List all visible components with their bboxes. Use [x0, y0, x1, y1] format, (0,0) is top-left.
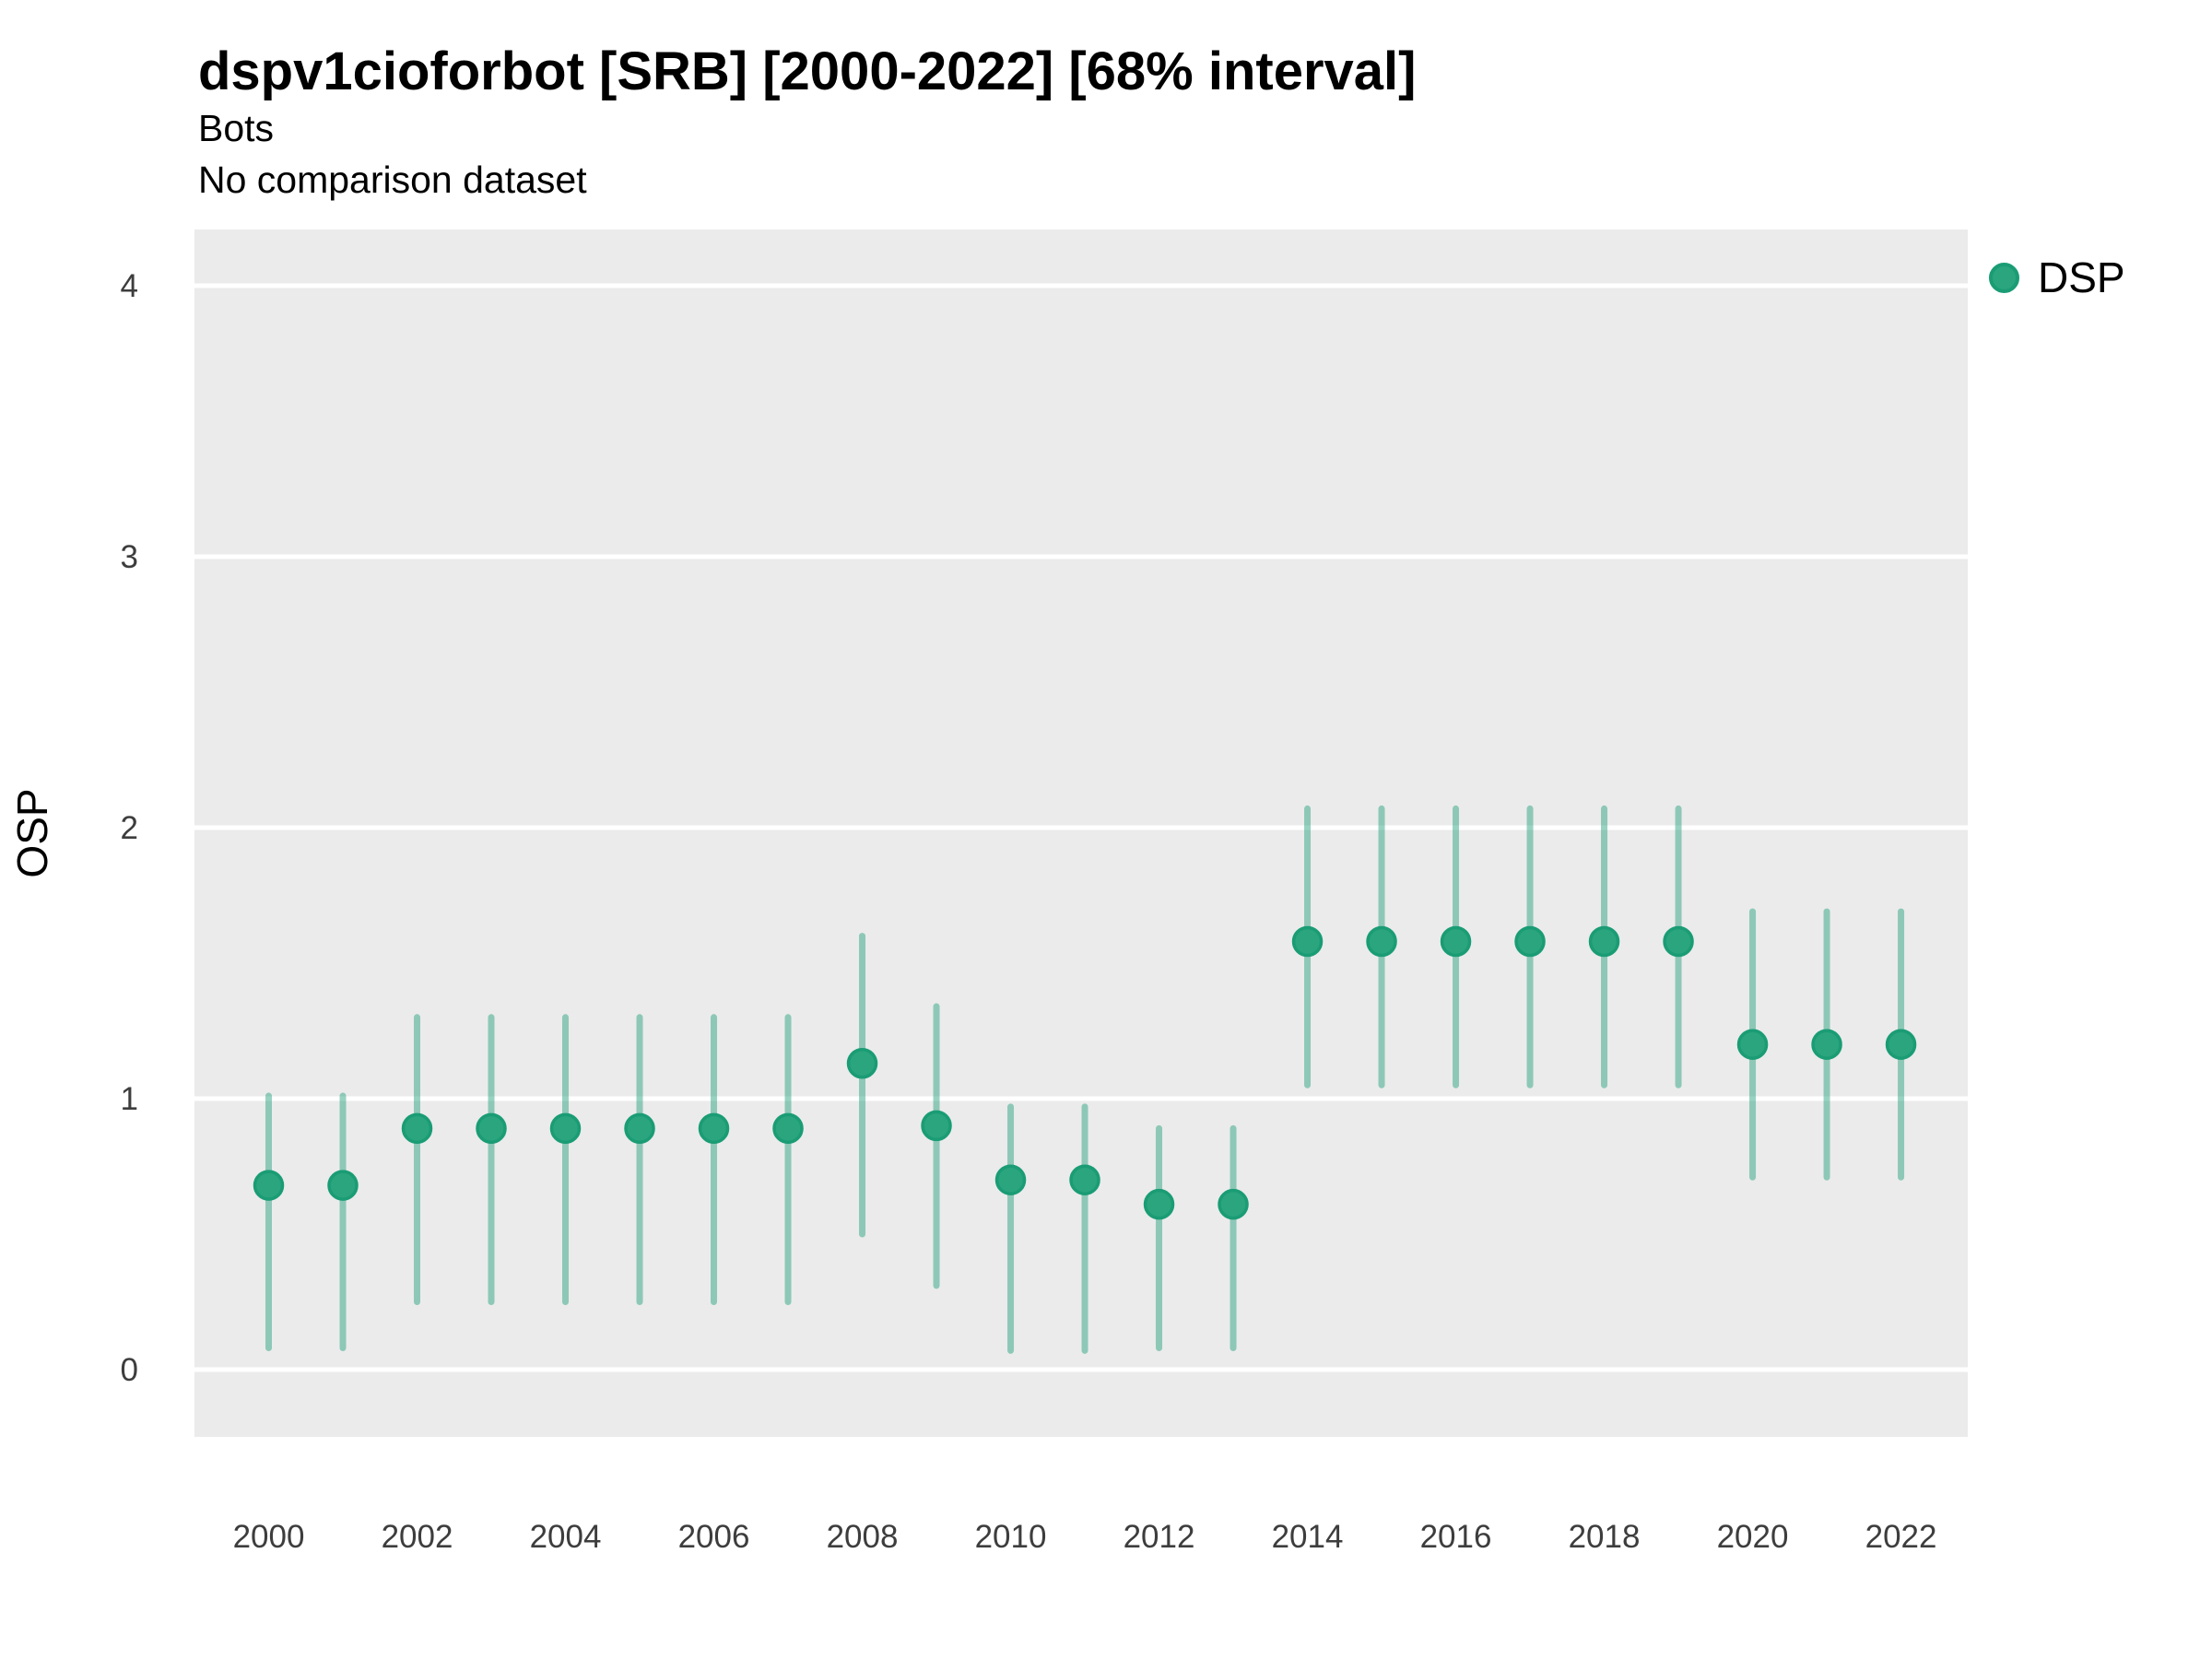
- data-point: [1811, 1029, 1842, 1060]
- x-tick-label: 2002: [381, 1519, 453, 1555]
- x-tick-label: 2010: [974, 1519, 1047, 1555]
- data-point: [1218, 1188, 1249, 1220]
- x-tick-label: 2000: [232, 1519, 305, 1555]
- y-tick-label: 3: [120, 539, 138, 575]
- data-point: [921, 1110, 952, 1142]
- legend: DSP: [1989, 256, 2125, 299]
- data-point: [1440, 925, 1472, 958]
- x-tick-label: 2014: [1271, 1519, 1344, 1555]
- data-point: [253, 1170, 285, 1201]
- legend-circle-icon: [1989, 262, 2019, 293]
- chart-note: No comparison dataset: [198, 159, 587, 201]
- chart-title: dspv1cioforbot [SRB] [2000-2022] [68% in…: [198, 41, 1417, 101]
- y-tick-label: 2: [120, 810, 138, 846]
- data-point: [1736, 1029, 1769, 1060]
- pointrange-plot: [194, 283, 1968, 1372]
- x-tick-label: 2006: [677, 1519, 750, 1555]
- data-point: [846, 1048, 878, 1079]
- data-point: [327, 1170, 359, 1201]
- data-point: [1366, 925, 1397, 958]
- data-point: [476, 1112, 507, 1145]
- y-tick-label: 0: [120, 1352, 138, 1388]
- data-point: [698, 1112, 730, 1145]
- data-point: [624, 1112, 655, 1145]
- x-tick-label: 2016: [1419, 1519, 1492, 1555]
- data-point: [549, 1112, 582, 1145]
- data-point: [772, 1112, 804, 1145]
- legend-item-label: DSP: [2038, 253, 2125, 301]
- y-tick-label: 1: [120, 1081, 138, 1117]
- x-tick-label: 2004: [529, 1519, 602, 1555]
- y-tick-label: 4: [120, 268, 138, 304]
- plot-panel: [194, 229, 1968, 1437]
- chart-subtitle: Bots: [198, 107, 275, 149]
- data-point: [1291, 925, 1324, 958]
- x-tick-label: 2012: [1123, 1519, 1195, 1555]
- data-point: [1885, 1029, 1917, 1060]
- data-point: [1143, 1188, 1175, 1220]
- data-point: [1588, 925, 1620, 958]
- x-tick-label: 2018: [1568, 1519, 1641, 1555]
- x-tick-label: 2020: [1716, 1519, 1789, 1555]
- x-tick-label: 2008: [826, 1519, 899, 1555]
- data-point: [1663, 925, 1694, 958]
- data-point: [1514, 925, 1546, 958]
- data-point: [401, 1112, 433, 1145]
- data-point: [1069, 1164, 1100, 1195]
- x-tick-label: 2022: [1865, 1519, 1937, 1555]
- data-point: [994, 1164, 1027, 1195]
